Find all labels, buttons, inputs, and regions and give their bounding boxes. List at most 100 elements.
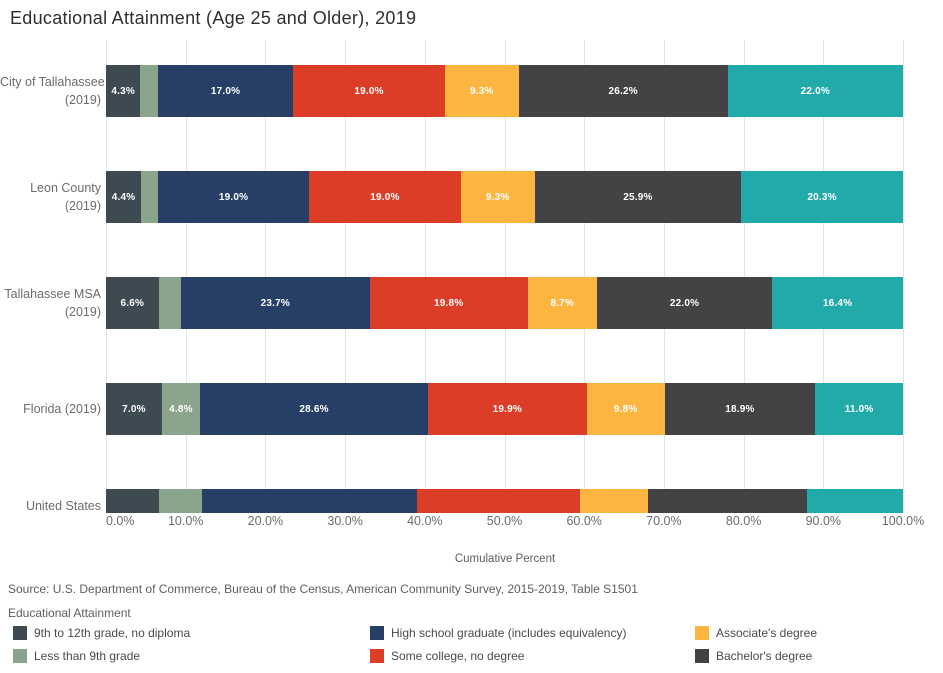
legend-item[interactable]: Some college, no degree (370, 649, 524, 663)
bar-segment[interactable] (141, 171, 158, 223)
x-axis-title: Cumulative Percent (454, 553, 556, 565)
bar-value-label: 6.6% (120, 297, 145, 309)
x-tick-label: 80.0% (725, 514, 762, 528)
legend-item[interactable]: Bachelor's degree (695, 649, 812, 663)
x-tick-label: 100.0% (881, 514, 925, 528)
legend-swatch (695, 626, 709, 640)
bar-segment[interactable]: 19.9% (427, 383, 587, 435)
x-tick-label: 30.0% (327, 514, 363, 528)
gridline (584, 40, 586, 513)
bar-value-label: 22.0% (669, 297, 700, 309)
bar-segment[interactable]: 7.0% (106, 383, 162, 435)
x-tick-label: 70.0% (646, 514, 682, 528)
bar-segment[interactable]: 20.3% (741, 171, 903, 223)
x-tick-label: 0.0% (106, 514, 135, 528)
gridline (504, 40, 506, 513)
bar-segment[interactable]: 19.0% (293, 65, 445, 117)
bar-segment[interactable]: 25.9% (534, 171, 742, 223)
bar-value-label: 28.6% (299, 403, 329, 415)
bar-segment[interactable]: 11.0% (815, 383, 903, 435)
bar-segment[interactable]: 23.7% (180, 277, 370, 329)
bar-segment[interactable]: 9.3% (460, 171, 535, 223)
legend-item[interactable]: High school graduate (includes equivalen… (370, 626, 626, 640)
x-tick-label: 50.0% (486, 514, 523, 528)
gridline (265, 40, 267, 513)
bar-row: 4.4% 19.0% 19.0% 9.3% 25.9% 20.3% (106, 171, 903, 223)
bar-segment[interactable]: 19.0% (309, 171, 461, 223)
bar-row: 7.0% 4.8% 28.6% 19.9% 9.8% 18.9% 11.0% (106, 383, 903, 435)
row-label: City of Tallahassee (2019) (0, 75, 105, 107)
bar-segment[interactable] (159, 489, 202, 513)
bar-value-label: 19.0% (370, 191, 400, 203)
legend-label: Less than 9th grade (34, 649, 141, 663)
bar-segment[interactable]: 6.6% (106, 277, 159, 329)
legend-label: High school graduate (includes equivalen… (391, 626, 627, 640)
bar-value-label: 17.0% (210, 85, 241, 97)
legend-swatch (13, 649, 27, 663)
legend-item[interactable]: Associate's degree (695, 626, 817, 640)
bar-segment[interactable]: 16.4% (772, 277, 903, 329)
bar-value-label: 23.7% (260, 297, 291, 309)
bar-segment[interactable]: 4.8% (161, 383, 201, 435)
bar-value-label: 7.0% (122, 403, 146, 415)
bar-segment[interactable]: 17.0% (157, 65, 294, 117)
gridline (743, 40, 745, 513)
gridline (424, 40, 426, 513)
row-label: Leon County (2019) (30, 181, 101, 213)
bar-segment[interactable]: 9.3% (444, 65, 519, 117)
bar-segment[interactable] (140, 65, 158, 117)
gridline (903, 40, 904, 513)
bar-value-label: 4.4% (111, 191, 136, 203)
bar-value-label: 11.0% (844, 403, 874, 415)
legend-swatch (695, 649, 709, 663)
legend-item[interactable]: 9th to 12th grade, no diploma (13, 626, 190, 640)
x-tick-label: 60.0% (566, 514, 602, 528)
bar-segment[interactable] (647, 489, 808, 513)
legend-label: Bachelor's degree (716, 649, 813, 663)
x-tick-label: 40.0% (407, 514, 443, 528)
bar-value-label: 4.3% (111, 85, 135, 97)
bar-segment[interactable]: 28.6% (200, 383, 428, 435)
bar-value-label: 19.8% (434, 297, 464, 309)
bar-row (106, 489, 903, 513)
bar-segment[interactable] (158, 277, 181, 329)
bar-segment[interactable]: 4.3% (106, 65, 141, 117)
gridline (823, 40, 825, 513)
bar-segment[interactable] (106, 489, 160, 513)
legend-swatch (370, 626, 384, 640)
bar-segment[interactable]: 18.9% (664, 383, 816, 435)
bar-value-label: 18.9% (725, 403, 755, 415)
bar-segment[interactable] (201, 489, 417, 513)
bar-segment[interactable] (807, 489, 903, 513)
legend-item[interactable]: Less than 9th grade (13, 649, 140, 663)
legend-title: Educational Attainment (8, 606, 131, 620)
bar-value-label: 9.3% (485, 191, 510, 203)
bar-segment[interactable]: 4.4% (106, 171, 142, 223)
legend-swatch (370, 649, 384, 663)
row-label: United States (25, 499, 101, 513)
gridline (106, 40, 107, 513)
gridline (345, 40, 347, 513)
bar-value-label: 16.4% (822, 297, 853, 309)
legend-label: Some college, no degree (391, 649, 525, 663)
bar-segment[interactable]: 8.7% (527, 277, 597, 329)
legend-swatch (13, 626, 27, 640)
bar-segment[interactable]: 22.0% (727, 65, 903, 117)
bar-value-label: 9.3% (469, 85, 494, 97)
bar-segment[interactable]: 9.8% (586, 383, 665, 435)
bar-value-label: 22.0% (800, 85, 830, 97)
bar-segment[interactable]: 22.0% (596, 277, 773, 329)
chart-title: Educational Attainment (Age 25 and Older… (10, 8, 417, 28)
x-tick-label: 20.0% (247, 514, 284, 528)
bar-value-label: 20.3% (807, 191, 837, 203)
bar-segment[interactable]: 19.8% (369, 277, 528, 329)
bar-segment[interactable]: 19.0% (157, 171, 310, 223)
gridline (185, 40, 187, 513)
bar-value-label: 19.0% (218, 191, 249, 203)
bar-segment[interactable] (580, 489, 648, 513)
legend-label: 9th to 12th grade, no diploma (34, 626, 191, 640)
bar-segment[interactable]: 26.2% (518, 65, 728, 117)
bar-value-label: 19.9% (492, 403, 522, 415)
bar-segment[interactable] (416, 489, 581, 513)
